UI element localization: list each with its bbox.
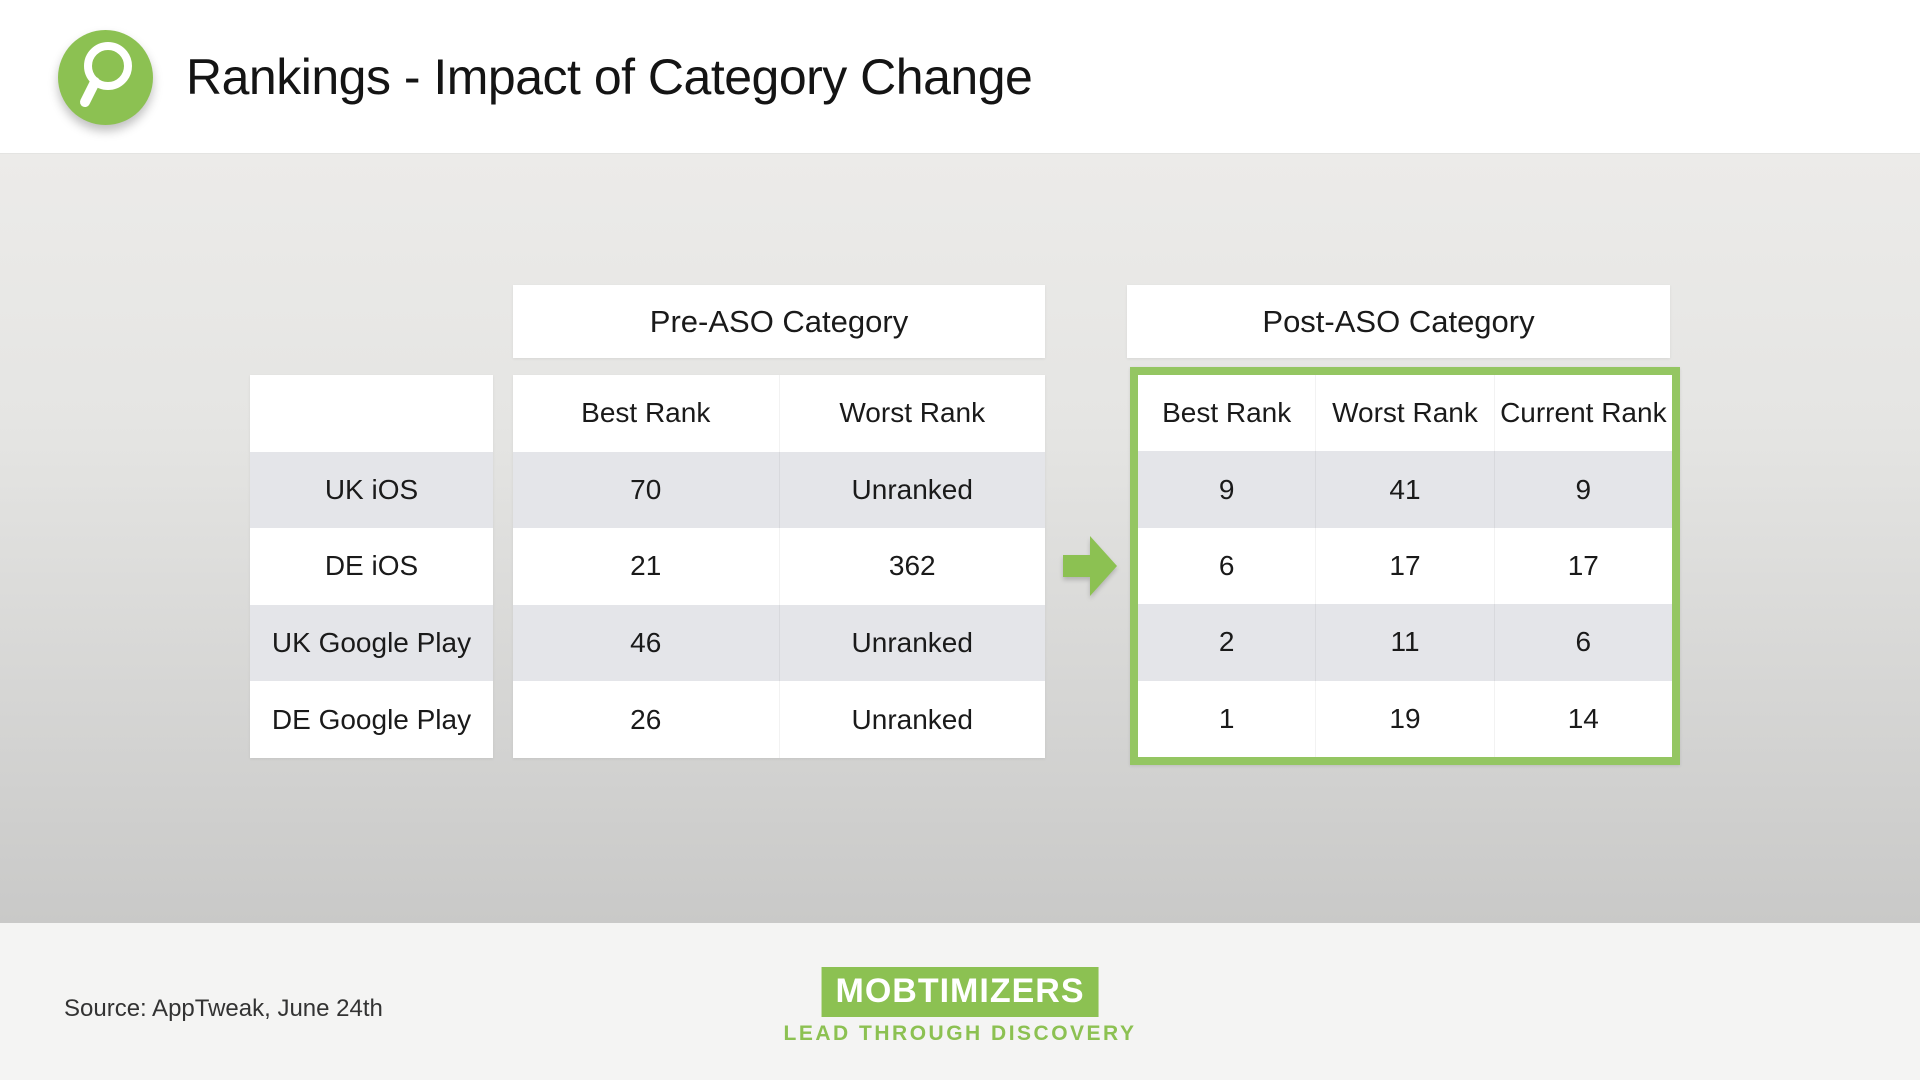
table-row: 21 362 (513, 528, 1045, 605)
table-cell: 26 (630, 703, 662, 735)
table-row: 9 41 9 (1138, 451, 1672, 528)
table-header-row: Best Rank Worst Rank (513, 375, 1045, 452)
table-cell: 14 (1493, 680, 1672, 758)
column-header: Best Rank (1162, 397, 1292, 429)
column-header: Best Rank (581, 397, 711, 429)
row-label: DE Google Play (271, 703, 472, 735)
table-row: 70 Unranked (513, 451, 1046, 529)
row-label: UK Google Play (271, 627, 472, 659)
right-arrow-icon (1063, 535, 1118, 603)
column-header: Worst Rank (1315, 375, 1493, 452)
footer-bar: Source: AppTweak, June 24th MOBTIMIZERS … (0, 923, 1920, 1080)
table-cell: Unranked (778, 681, 1046, 758)
table-row: 1 19 14 (1138, 680, 1672, 758)
table-cell: 2 (1218, 626, 1235, 658)
table-row: 2 11 6 (1138, 604, 1672, 681)
row-label: UK iOS (324, 473, 419, 505)
table-row: 6 17 17 (1138, 527, 1672, 605)
post-aso-title: Post-ASO Category (1127, 285, 1670, 358)
table-cell: Unranked (778, 451, 1046, 529)
table-cell: 9 (1493, 451, 1672, 528)
mobtimizers-logo: MOBTIMIZERS LEAD THROUGH DISCOVERY (784, 967, 1137, 1046)
table-cell: 1 (1218, 702, 1235, 734)
table-cell: 17 (1315, 527, 1493, 605)
table-cell: Unranked (778, 604, 1046, 682)
table-cell: 6 (1493, 604, 1672, 681)
row-label: DE iOS (324, 550, 419, 582)
logo-tagline: LEAD THROUGH DISCOVERY (783, 1022, 1137, 1045)
row-label-column: UK iOS DE iOS UK Google Play DE Google P… (250, 375, 493, 758)
magnifier-icon (58, 30, 153, 125)
pre-aso-table: Best Rank Worst Rank 70 Unranked 21 362 … (513, 375, 1045, 758)
post-aso-table: Best Rank Worst Rank Current Rank 9 41 9… (1130, 367, 1680, 765)
table-cell: 41 (1315, 451, 1493, 528)
table-cell: 21 (630, 550, 662, 582)
table-row: 46 Unranked (513, 604, 1046, 682)
column-header: Current Rank (1493, 375, 1672, 452)
table-cell: 46 (630, 627, 662, 659)
table-cell: 11 (1315, 604, 1493, 681)
table-row: 26 Unranked (513, 681, 1045, 758)
row-label-header-empty (250, 375, 493, 452)
pre-aso-title: Pre-ASO Category (513, 285, 1045, 358)
page-title: Rankings - Impact of Category Change (186, 48, 1033, 105)
table-cell: 17 (1493, 527, 1672, 605)
table-cell: 19 (1315, 680, 1493, 758)
header-bar: Rankings - Impact of Category Change (0, 0, 1920, 154)
logo-wordmark: MOBTIMIZERS (821, 967, 1099, 1017)
table-cell: 9 (1218, 473, 1235, 505)
table-header-row: Best Rank Worst Rank Current Rank (1138, 375, 1672, 452)
table-cell: 70 (630, 473, 662, 505)
column-header: Worst Rank (778, 375, 1046, 452)
table-cell: 362 (778, 528, 1046, 605)
source-note: Source: AppTweak, June 24th (64, 995, 383, 1022)
table-cell: 6 (1218, 550, 1235, 582)
